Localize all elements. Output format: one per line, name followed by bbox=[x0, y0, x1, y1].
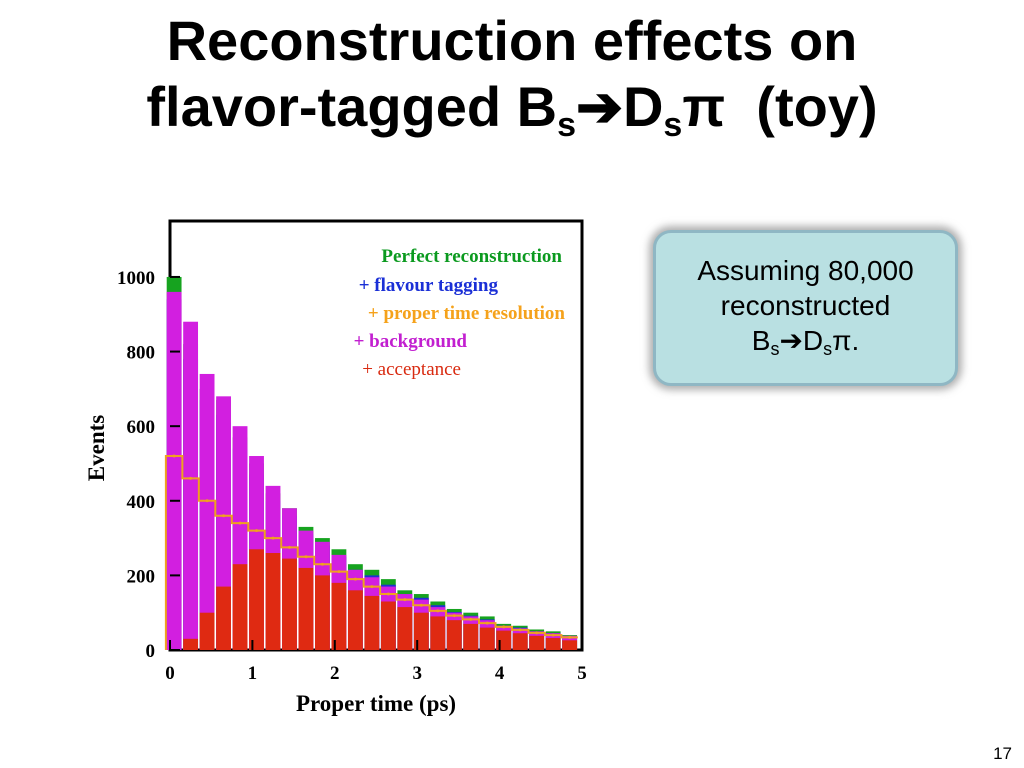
legend: Perfect reconstruction + flavour tagging +… bbox=[354, 246, 566, 380]
axis-layer: 0 1 2 3 4 5 0 200 400 600 800 1000 bbox=[117, 268, 587, 684]
series-point bbox=[386, 592, 390, 596]
series-point bbox=[535, 631, 539, 635]
series-point bbox=[172, 454, 176, 458]
bar bbox=[397, 607, 413, 650]
series-point bbox=[502, 625, 506, 629]
y-tick-label: 1000 bbox=[117, 268, 155, 289]
bar bbox=[430, 616, 446, 650]
bar bbox=[298, 567, 314, 650]
series-point bbox=[469, 617, 473, 621]
series-4 bbox=[164, 454, 578, 650]
bar bbox=[249, 549, 264, 650]
legend-entry: + proper time resolution bbox=[368, 303, 566, 324]
series-point bbox=[518, 628, 522, 632]
legend-entry: + background bbox=[354, 331, 468, 352]
legend-entry: + flavour tagging bbox=[359, 275, 499, 296]
bar bbox=[265, 553, 281, 650]
y-axis-title: Events bbox=[84, 415, 109, 482]
bar bbox=[347, 590, 363, 650]
bar bbox=[479, 627, 495, 650]
title-sub-s1: s bbox=[557, 106, 577, 144]
note-line1: Assuming 80,000 bbox=[697, 255, 914, 286]
series-line bbox=[164, 455, 578, 650]
bar bbox=[331, 582, 347, 650]
note-b: B bbox=[751, 325, 771, 356]
bar bbox=[166, 291, 182, 650]
x-tick-label: 1 bbox=[248, 663, 258, 684]
series-point bbox=[304, 555, 308, 559]
y-tick-label: 400 bbox=[127, 492, 156, 513]
x-tick-label: 4 bbox=[495, 663, 505, 684]
x-tick-label: 3 bbox=[412, 663, 422, 684]
note-d: D bbox=[802, 325, 824, 356]
x-tick-label: 0 bbox=[165, 663, 175, 684]
title-d: D bbox=[622, 75, 664, 138]
series-point bbox=[287, 545, 291, 549]
series-point bbox=[452, 614, 456, 618]
series-point bbox=[485, 621, 489, 625]
bar bbox=[232, 564, 248, 650]
bar bbox=[545, 638, 561, 650]
y-tick-label: 800 bbox=[127, 343, 156, 364]
bar bbox=[529, 635, 545, 650]
series-point bbox=[255, 529, 259, 533]
series-point bbox=[403, 598, 407, 602]
title-pi: π bbox=[682, 75, 726, 138]
bar bbox=[496, 630, 512, 650]
series-point bbox=[353, 577, 357, 581]
slide-title-line1: Reconstruction effects on bbox=[166, 9, 858, 72]
series-point bbox=[271, 536, 275, 540]
note-arrow-icon: ➔ bbox=[779, 325, 803, 356]
series-layer bbox=[164, 276, 578, 650]
title-arrow-icon: ➔ bbox=[576, 75, 623, 138]
x-tick-label: 5 bbox=[577, 663, 587, 684]
bar bbox=[562, 640, 578, 650]
note-pi: π. bbox=[832, 325, 860, 356]
bar bbox=[183, 321, 199, 650]
legend-entry: + acceptance bbox=[362, 359, 461, 380]
series-point bbox=[205, 499, 209, 503]
series-point bbox=[189, 476, 193, 480]
series-point bbox=[568, 635, 572, 639]
bar bbox=[413, 612, 429, 650]
y-tick-label: 600 bbox=[127, 417, 156, 438]
series-point bbox=[337, 570, 341, 574]
bar bbox=[446, 620, 462, 650]
y-tick-label: 200 bbox=[127, 566, 156, 587]
series-point bbox=[370, 585, 374, 589]
note-sub-s1: s bbox=[770, 339, 780, 359]
x-axis-title: Proper time (ps) bbox=[296, 691, 456, 716]
bar bbox=[199, 373, 215, 650]
series-point bbox=[320, 562, 324, 566]
note-sub-s2: s bbox=[823, 339, 833, 359]
page-number: 17 bbox=[993, 744, 1012, 763]
series-point bbox=[419, 603, 423, 607]
note-line2: reconstructed bbox=[720, 290, 891, 321]
title-sub-s2: s bbox=[663, 106, 683, 144]
bar bbox=[199, 612, 215, 650]
slide-title-line2: flavor-tagged Bs➔Dsπ (toy) bbox=[0, 74, 1024, 148]
bar bbox=[512, 633, 528, 650]
series-point bbox=[238, 521, 242, 525]
bar bbox=[315, 575, 330, 650]
series-point bbox=[551, 633, 555, 637]
title-toy: (toy) bbox=[725, 75, 878, 138]
legend-entry: Perfect reconstruction bbox=[381, 246, 562, 267]
series-point bbox=[436, 609, 440, 613]
bar bbox=[282, 558, 297, 650]
bar bbox=[380, 601, 396, 650]
bar bbox=[216, 586, 231, 650]
bar bbox=[364, 595, 380, 650]
bar bbox=[463, 623, 479, 650]
note-box: Assuming 80,000 reconstructed Bs➔Dsπ. bbox=[653, 230, 958, 386]
x-tick-label: 2 bbox=[330, 663, 340, 684]
series-3 bbox=[183, 549, 578, 650]
y-tick-label: 0 bbox=[146, 641, 156, 662]
title-b: flavor-tagged B bbox=[146, 75, 558, 138]
bar bbox=[183, 638, 199, 650]
series-point bbox=[222, 514, 226, 518]
note-line3: Bs➔Dsπ. bbox=[656, 323, 955, 362]
slide-title: Reconstruction effects on flavor-tagged … bbox=[0, 8, 1024, 148]
